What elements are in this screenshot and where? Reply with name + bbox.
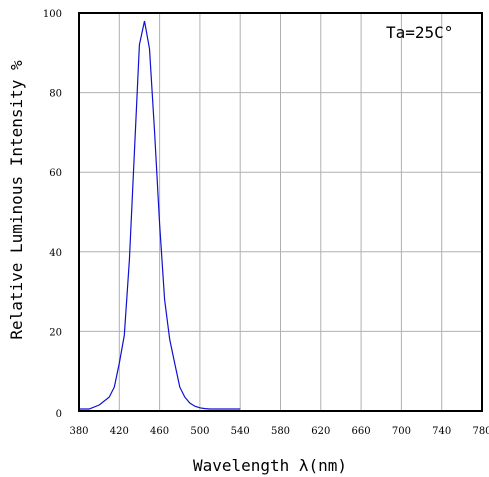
x-tick-label: 420 (110, 426, 129, 437)
y-tick-label: 0 (56, 409, 62, 420)
x-tick-label: 700 (392, 426, 411, 437)
x-tick-label: 660 (352, 426, 371, 437)
x-tick-label: 580 (271, 426, 290, 437)
x-tick-label: 380 (69, 426, 88, 437)
y-tick-label: 60 (49, 168, 62, 179)
temperature-annotation: Ta=25C° (386, 23, 453, 42)
intensity-curve (79, 20, 241, 410)
x-tick-label: 740 (432, 426, 451, 437)
y-tick-label: 80 (49, 89, 62, 100)
y-tick-label: 40 (49, 248, 62, 259)
x-tick-label: 540 (231, 426, 250, 437)
x-tick-label: 780 (472, 426, 489, 437)
y-tick-label: 100 (43, 9, 62, 20)
y-tick-label: 20 (49, 327, 62, 338)
plot-frame (78, 12, 483, 412)
x-tick-label: 460 (150, 426, 169, 437)
x-tick-label: 500 (190, 426, 209, 437)
y-tick-labels: 0 20 40 60 80 100 (43, 9, 62, 420)
grid-lines (78, 12, 483, 412)
x-tick-labels: 380 420 460 500 540 580 620 660 700 740 780 (69, 426, 489, 437)
x-tick-label: 620 (311, 426, 330, 437)
x-axis-title: Wavelength λ(nm) (193, 456, 347, 475)
y-axis-title: Relative Luminous Intensity % (7, 60, 26, 340)
